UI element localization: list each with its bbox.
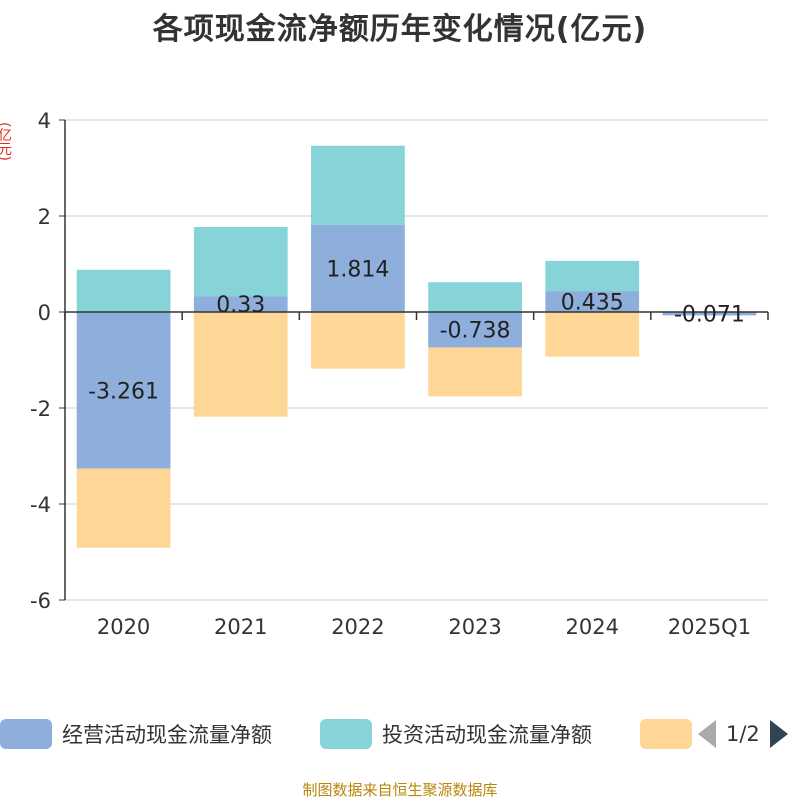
legend: 经营活动现金流量净额 投资活动现金流量净额 [0, 716, 800, 752]
data-label: 0.33 [216, 293, 265, 318]
bar-financing [545, 312, 640, 357]
y-axis-unit-label: (亿元) [0, 122, 12, 161]
bar-investing [545, 260, 640, 292]
data-source-note: 制图数据来自恒生聚源数据库 [302, 781, 498, 799]
bar-financing [76, 468, 171, 548]
data-label: 0.435 [561, 291, 624, 316]
bar-operating [662, 312, 757, 316]
legend-swatch-financing [640, 719, 692, 749]
prev-page-arrow-icon[interactable] [698, 720, 716, 748]
legend-item-financing[interactable] [640, 716, 692, 752]
legend-swatch-operating [0, 719, 52, 749]
bar-operating [76, 312, 171, 469]
y-tick-label: -2 [30, 397, 51, 421]
data-label: 1.814 [326, 257, 389, 282]
bar-operating [193, 296, 288, 312]
data-label: -3.261 [88, 379, 159, 404]
bar-operating [428, 312, 522, 348]
legend-item-investing[interactable]: 投资活动现金流量净额 [320, 716, 592, 752]
bar-investing [76, 269, 171, 312]
y-tick-label: 0 [38, 301, 51, 325]
x-tick-label: 2023 [448, 615, 501, 639]
x-tick-label: 2025Q1 [668, 615, 751, 639]
legend-page-indicator: 1/2 [726, 722, 760, 746]
stacked-bar-chart: 4 2 0 -2 -4 -6 2020 2021 2022 2023 2024 2025Q1 -3.26… [30, 109, 769, 639]
bar-investing [428, 282, 522, 312]
legend-item-operating[interactable]: 经营活动现金流量净额 [0, 716, 272, 752]
data-label: -0.738 [440, 319, 511, 344]
data-label: -0.071 [674, 303, 745, 328]
y-tick-label: -6 [30, 589, 51, 613]
y-tick-label: -4 [30, 493, 51, 517]
bar-financing [193, 312, 288, 417]
x-tick-label: 2020 [97, 615, 150, 639]
legend-label-operating: 经营活动现金流量净额 [62, 723, 272, 747]
x-tick-label: 2022 [331, 615, 384, 639]
x-tick-label: 2021 [214, 615, 267, 639]
bar-operating [545, 291, 640, 312]
bar-investing [193, 227, 288, 297]
legend-pager: 1/2 [698, 716, 788, 752]
bar-financing [311, 312, 405, 369]
legend-swatch-investing [320, 719, 372, 749]
bar-operating [311, 224, 405, 312]
x-tick-label: 2024 [566, 615, 619, 639]
y-tick-label: 2 [38, 205, 51, 229]
next-page-arrow-icon[interactable] [769, 720, 788, 748]
bar-financing [428, 347, 522, 397]
legend-label-investing: 投资活动现金流量净额 [382, 723, 592, 747]
bar-investing [311, 145, 405, 225]
y-tick-label: 4 [38, 109, 51, 133]
chart-title: 各项现金流净额历年变化情况(亿元) [152, 12, 648, 47]
